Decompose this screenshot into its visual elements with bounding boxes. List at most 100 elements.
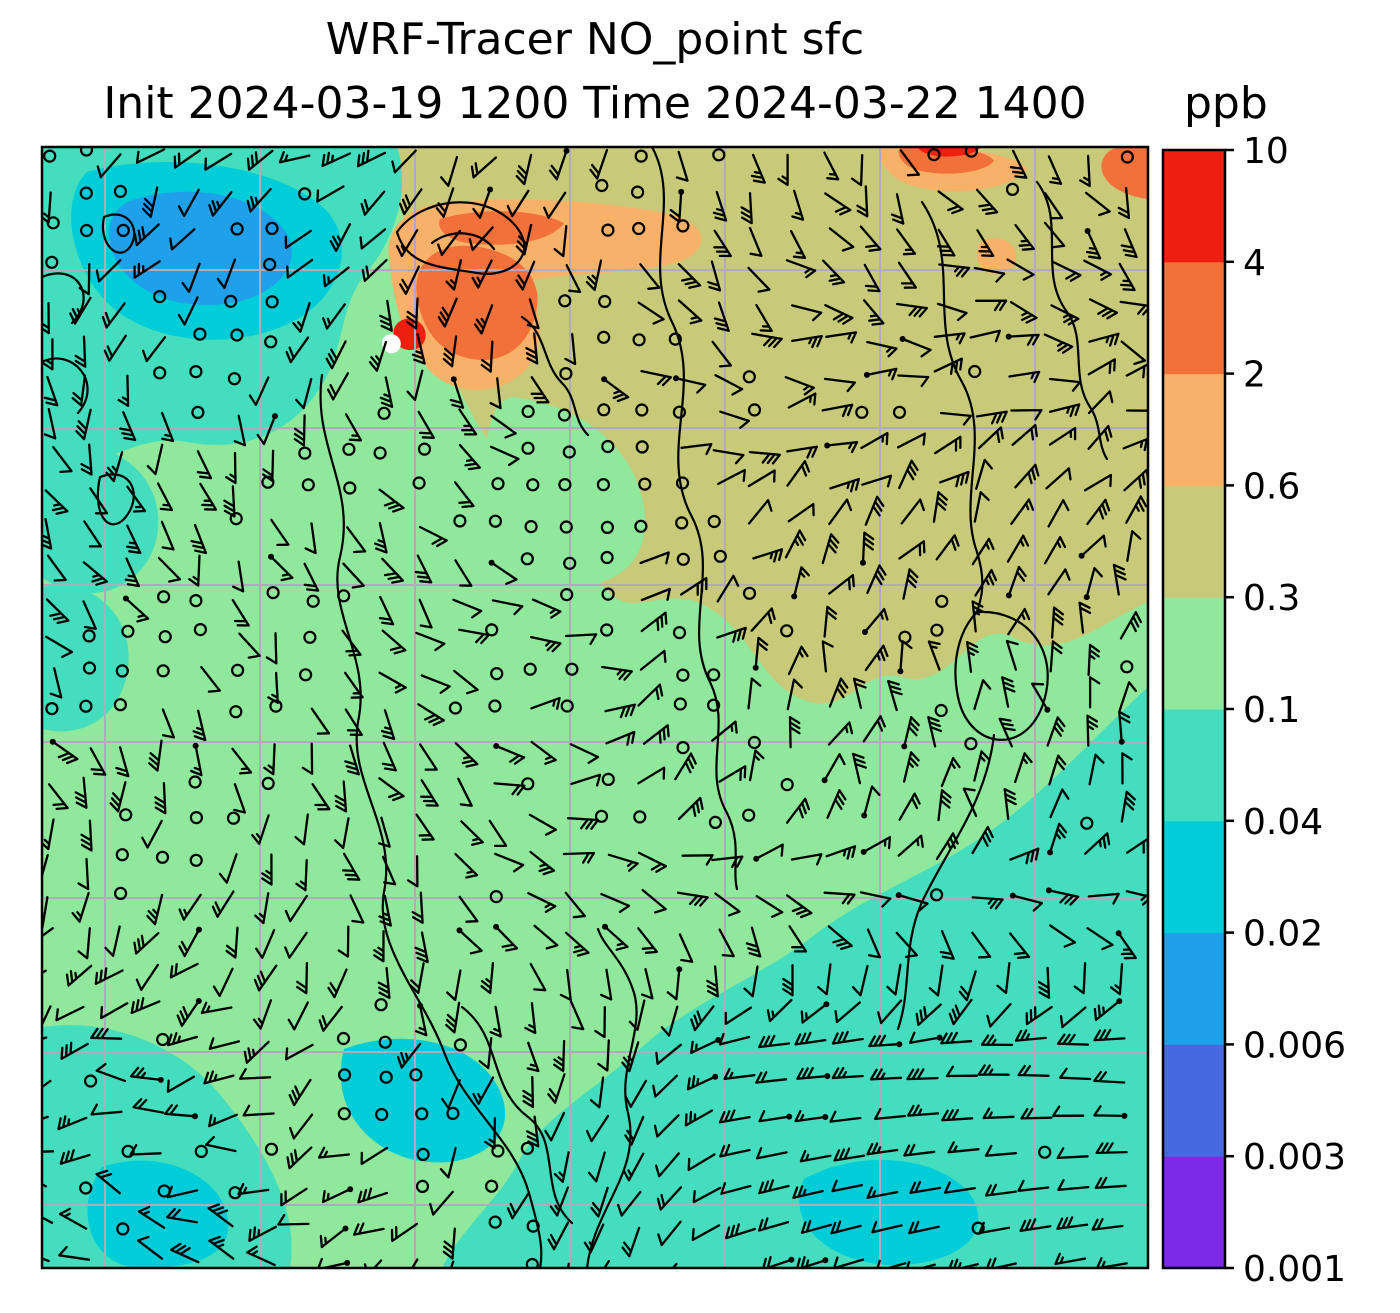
wind-barb (823, 377, 856, 393)
wind-barb (958, 970, 977, 1002)
wind-barb (718, 1032, 751, 1046)
wind-barb (321, 151, 352, 168)
calm-circle (598, 294, 612, 309)
calm-circle (229, 705, 243, 719)
wind-barb (1112, 563, 1127, 596)
calm-circle (633, 810, 647, 824)
wind-barb (827, 925, 853, 951)
calm-circle (153, 290, 167, 304)
wind-barb (831, 1066, 864, 1080)
wind-barb (135, 963, 160, 991)
wind-barb (758, 1217, 790, 1232)
wind-barb (133, 932, 160, 955)
calm-circle (675, 476, 690, 490)
calm-circle (264, 335, 278, 349)
wind-barb (755, 843, 784, 860)
wind-barb (157, 556, 182, 583)
wind-barb (42, 818, 55, 851)
wind-barb (1009, 932, 1031, 960)
wind-barb (975, 458, 993, 490)
wind-barb (899, 640, 913, 673)
wind-barb (637, 301, 665, 325)
wind-barb (136, 1235, 164, 1260)
wind-barb (295, 377, 313, 410)
wind-barb (488, 819, 508, 848)
wind-barb (943, 1181, 976, 1194)
wind-barb (903, 716, 920, 748)
wind-barb (621, 1226, 641, 1258)
wind-barb (690, 1005, 715, 1032)
calm-circle (672, 626, 687, 640)
wind-barb (207, 1203, 234, 1228)
wind-barb (628, 999, 646, 1031)
wind-barb (490, 414, 517, 439)
calm-circle (409, 1068, 423, 1082)
station-dot (861, 812, 868, 819)
wind-barb (886, 963, 902, 996)
wind-barb (833, 1147, 866, 1162)
wind-barb (977, 1064, 1010, 1076)
wind-barb (478, 1037, 493, 1070)
wind-barb (900, 498, 925, 525)
wind-barb (269, 555, 294, 582)
wind-barb (828, 677, 849, 708)
wind-barb (747, 469, 776, 488)
wind-barb (680, 442, 713, 456)
wind-barb (675, 150, 689, 182)
calm-circle (230, 328, 244, 342)
calm-circle (229, 512, 243, 526)
wind-barb (927, 716, 943, 748)
wind-barb (1088, 676, 1101, 709)
calm-circle (189, 853, 203, 867)
wind-barb (691, 1224, 721, 1242)
station-dot (824, 442, 831, 449)
wind-barb (310, 707, 331, 735)
wind-barb (390, 1222, 419, 1243)
wind-barb (865, 367, 898, 381)
wind-barb (1125, 890, 1148, 907)
wind-barb (248, 376, 270, 406)
wind-barb (655, 1043, 682, 1065)
wind-barb (1118, 710, 1131, 743)
wind-barb (1043, 536, 1067, 565)
wind-barb (173, 149, 201, 169)
wind-barb (1050, 606, 1065, 639)
calm-circle (780, 624, 794, 638)
calm-circle (713, 549, 727, 563)
wind-barb (897, 261, 917, 289)
calm-circle (116, 1222, 130, 1236)
wind-barb (115, 746, 130, 778)
wind-barb (526, 1115, 540, 1148)
wind-barb (1080, 534, 1107, 557)
calm-circle (524, 520, 538, 534)
wind-barb (396, 1042, 422, 1069)
wind-barb (69, 296, 92, 325)
wind-barb (161, 708, 176, 739)
wind-barb (126, 485, 147, 513)
wind-barb (686, 1075, 717, 1091)
calm-circle (193, 623, 207, 637)
wind-barb (292, 301, 311, 333)
calm-circle (264, 1142, 279, 1156)
wind-barb (976, 229, 995, 257)
wind-barb (436, 229, 462, 256)
calm-circle (520, 552, 534, 566)
wind-barb (415, 813, 435, 841)
wind-barb (745, 926, 762, 958)
wind-barb (319, 1227, 347, 1249)
colorbar-units-label: ppb (1184, 78, 1268, 129)
wind-barb (42, 338, 54, 371)
wind-barb (166, 1032, 199, 1047)
wind-barb (719, 1143, 751, 1158)
wind-barb (246, 149, 274, 171)
wind-barb (43, 407, 57, 440)
calm-circle (265, 221, 279, 236)
wind-barb (529, 850, 556, 876)
calm-circle (46, 216, 60, 230)
wind-barb (713, 301, 730, 332)
wind-barb (83, 520, 103, 548)
wind-barb (103, 334, 127, 362)
wind-barb (96, 153, 122, 179)
wind-barb (828, 227, 855, 252)
wind-barb (1052, 1105, 1085, 1117)
